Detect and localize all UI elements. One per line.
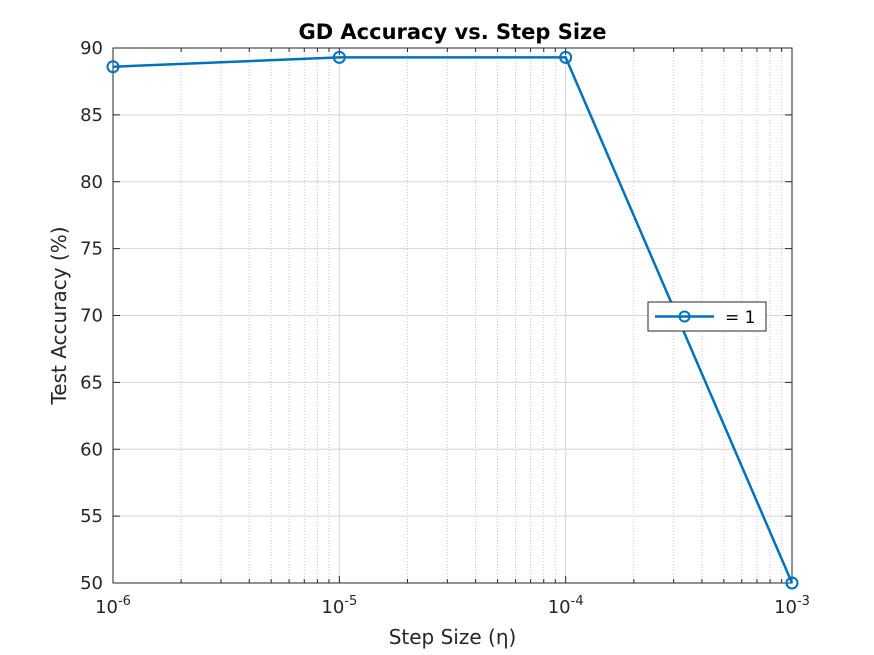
x-tick-label: 10-5 <box>321 594 357 618</box>
data-point <box>332 50 346 64</box>
chart-title: GD Accuracy vs. Step Size <box>298 20 606 44</box>
y-tick-label: 70 <box>80 306 103 327</box>
data-point <box>106 60 120 74</box>
y-tick-label: 55 <box>80 506 103 527</box>
axis-ticks: 50 55 60 65 70 75 80 85 90 10-6 10-5 10-4 10-3 <box>80 38 810 618</box>
legend-entry-label: = 1 <box>725 308 755 328</box>
y-tick-label: 90 <box>80 38 103 59</box>
y-tick-label: 65 <box>80 372 103 393</box>
x-axis-label: Step Size (η) <box>389 625 517 649</box>
y-tick-label: 60 <box>80 439 103 460</box>
x-tick-label: 10-6 <box>95 594 131 618</box>
y-tick-label: 75 <box>80 239 103 260</box>
legend: = 1 <box>647 301 767 332</box>
y-axis-label: Test Accuracy (%) <box>47 226 71 405</box>
y-tick-label: 80 <box>80 172 103 193</box>
data-point <box>785 576 799 590</box>
y-tick-label: 85 <box>80 105 103 126</box>
y-tick-label: 50 <box>80 573 103 594</box>
x-tick-label: 10-3 <box>774 594 810 618</box>
data-point <box>559 50 573 64</box>
x-tick-label: 10-4 <box>548 594 584 618</box>
legend-marker <box>678 310 691 323</box>
